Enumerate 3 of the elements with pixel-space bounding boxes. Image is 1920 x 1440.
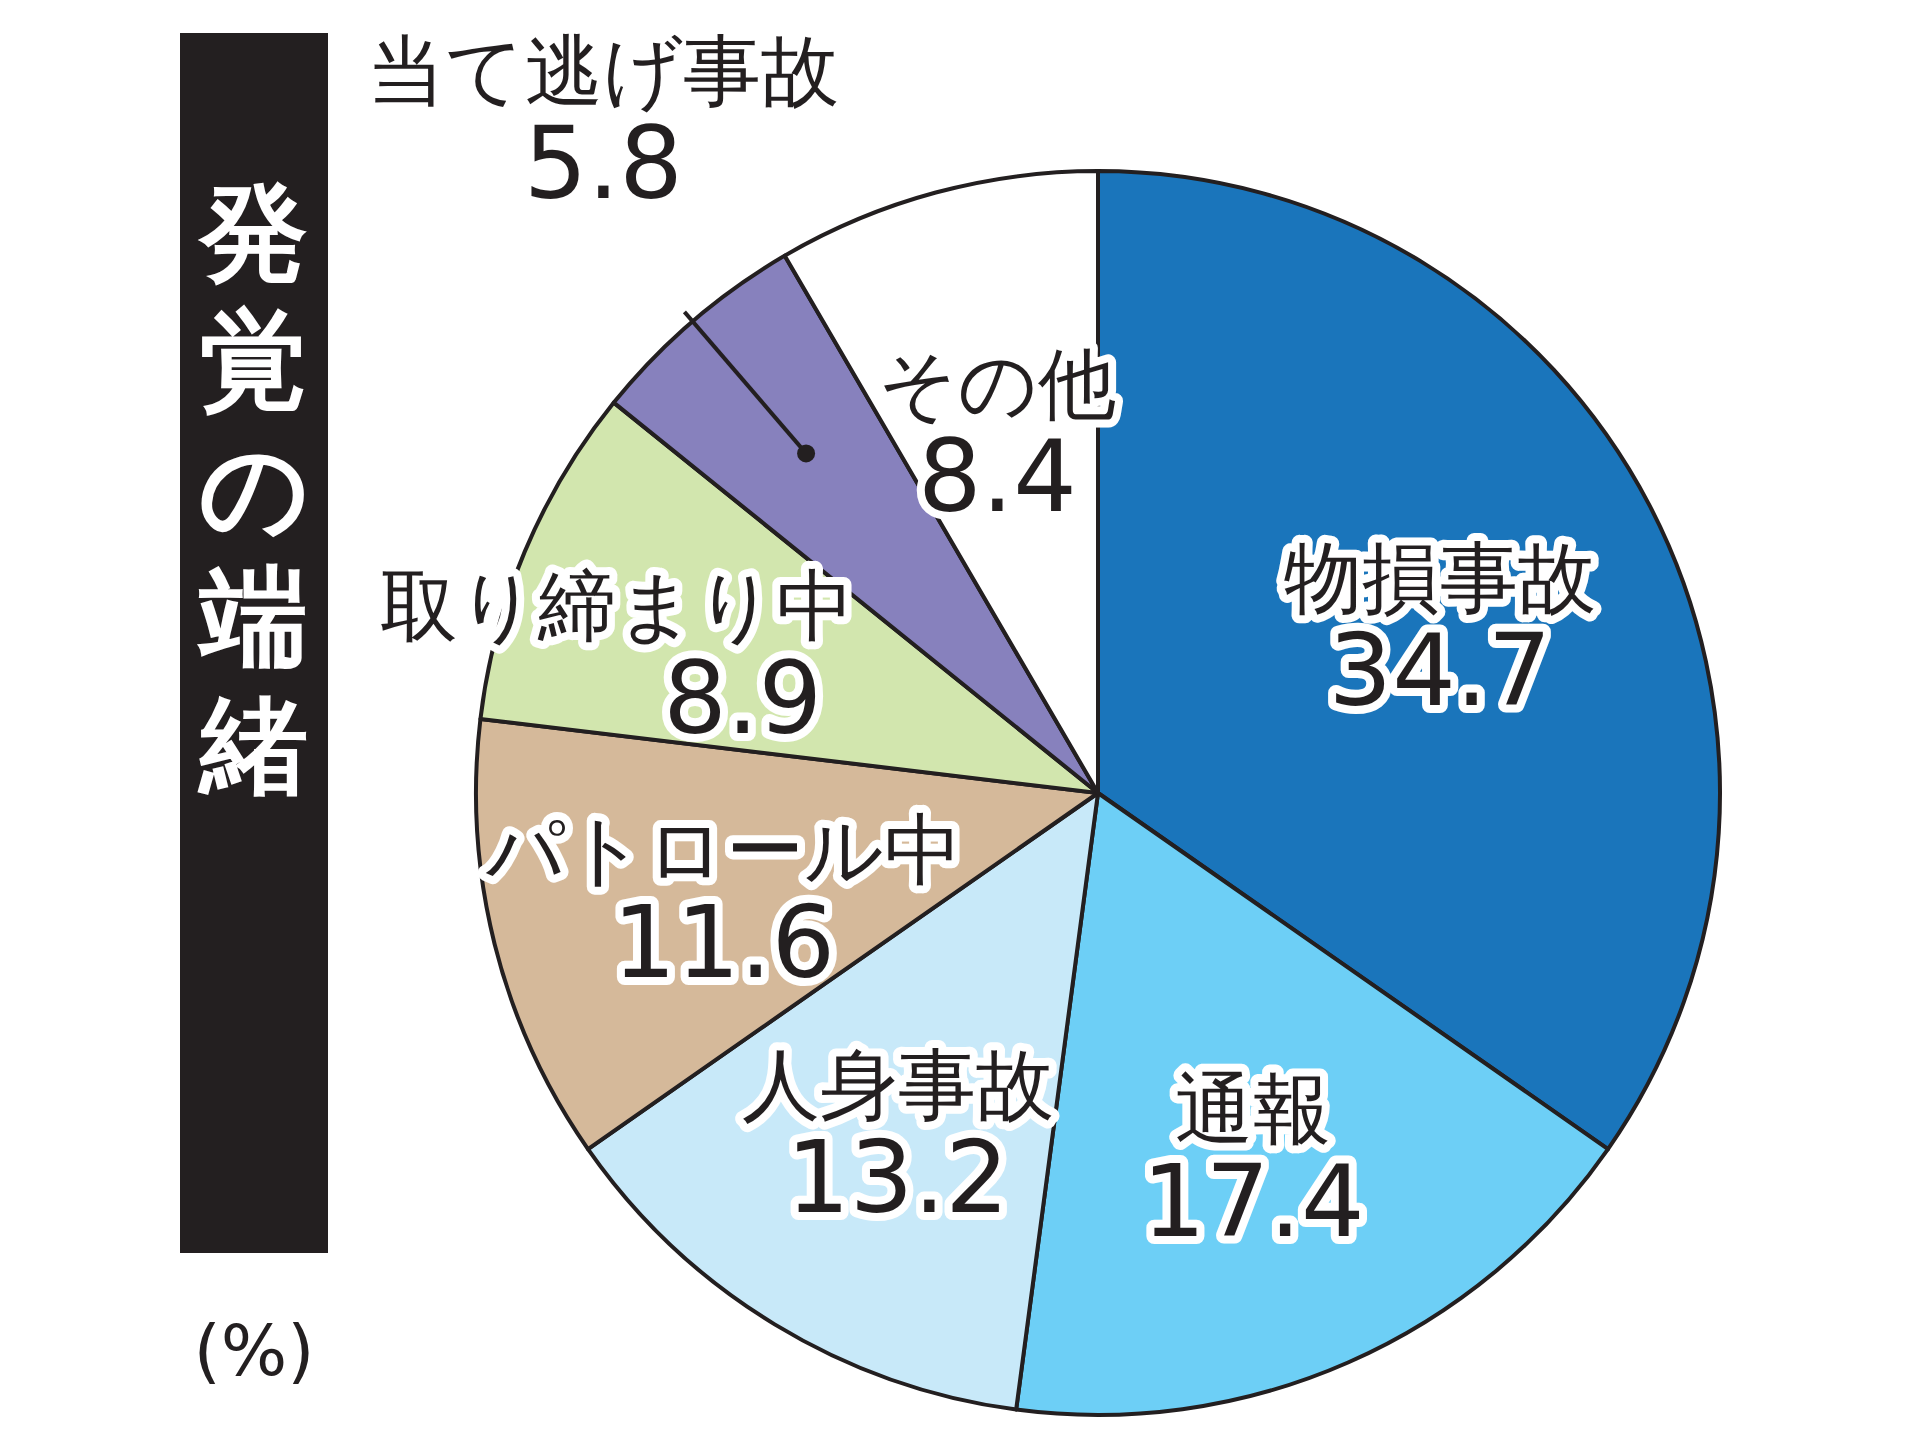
text: 発覚の端緒 [196, 170, 310, 807]
data-label: 11.6 [612, 883, 836, 1001]
text: (%) [193, 1310, 315, 1392]
